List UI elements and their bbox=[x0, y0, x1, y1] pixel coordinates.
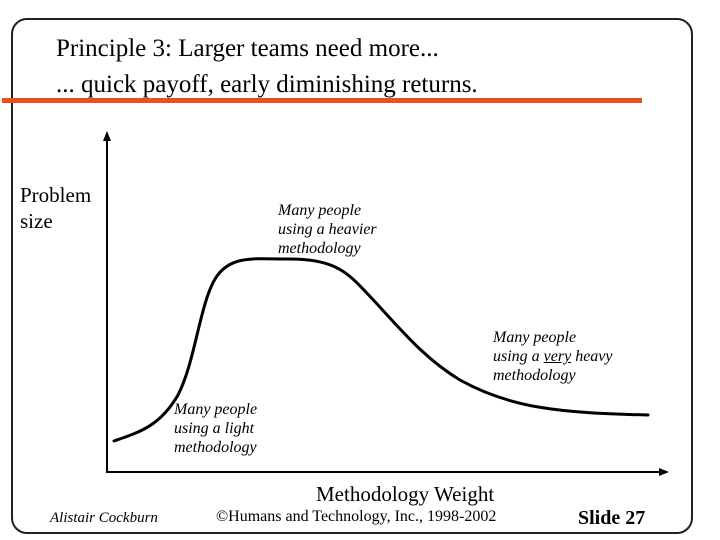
annotation-line: methodology bbox=[174, 439, 257, 456]
footer-copyright: ©Humans and Technology, Inc., 1998-2002 bbox=[216, 508, 497, 525]
annotation-line: using a light bbox=[174, 420, 255, 437]
annotation-line: using a very heavy bbox=[493, 347, 613, 366]
title-underline-rule bbox=[2, 98, 642, 103]
y-axis-label: Problem size bbox=[20, 182, 91, 234]
annotation-line: using a heavier bbox=[278, 221, 377, 238]
annotation-line: methodology bbox=[278, 240, 361, 257]
payoff-curve bbox=[112, 257, 650, 443]
slide-number: Slide 27 bbox=[578, 507, 646, 529]
annotation-line: Many people bbox=[174, 401, 258, 418]
slide-frame bbox=[11, 18, 693, 534]
annotation-very-heavy-methodology: Many people using a very heavy methodolo… bbox=[493, 328, 613, 385]
slide-title-line-1: Principle 3: Larger teams need more... bbox=[56, 35, 439, 62]
annotation-heavier-methodology: Many people using a heavier methodology bbox=[278, 201, 377, 258]
y-axis-label-line-2: size bbox=[20, 209, 53, 233]
y-axis-label-line-1: Problem bbox=[20, 183, 92, 207]
slide-title-line-2: ... quick payoff, early diminishing retu… bbox=[56, 71, 478, 98]
x-axis-label: Methodology Weight bbox=[316, 482, 495, 506]
annotation-line: Many people bbox=[493, 329, 577, 346]
annotation-text: using a bbox=[493, 348, 544, 365]
footer-author: Alistair Cockburn bbox=[50, 510, 158, 526]
annotation-emphasis-very: very bbox=[543, 348, 572, 365]
annotation-line: Many people bbox=[278, 202, 362, 219]
annotation-light-methodology: Many people using a light methodology bbox=[174, 400, 257, 457]
annotation-text: heavy bbox=[571, 348, 613, 365]
annotation-line: methodology bbox=[493, 367, 576, 384]
